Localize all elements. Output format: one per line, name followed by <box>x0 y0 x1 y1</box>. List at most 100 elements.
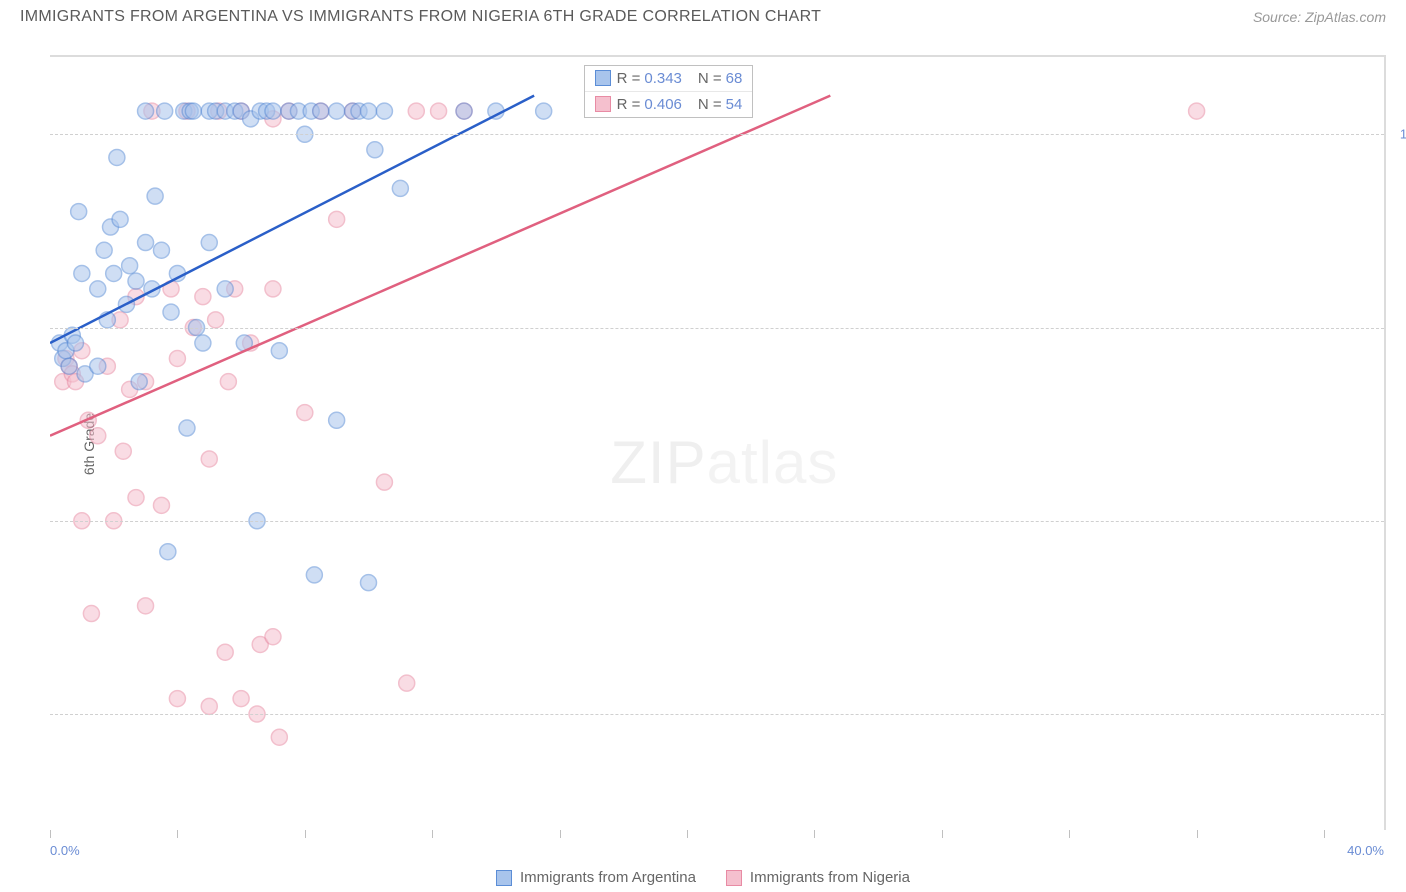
data-point <box>147 188 163 204</box>
data-point <box>329 103 345 119</box>
data-point <box>169 350 185 366</box>
data-point <box>361 575 377 591</box>
series-swatch <box>595 96 611 112</box>
legend-label: Immigrants from Argentina <box>520 869 696 886</box>
data-point <box>265 103 281 119</box>
data-point <box>399 675 415 691</box>
data-point <box>195 335 211 351</box>
data-point <box>392 180 408 196</box>
x-tick <box>687 830 688 838</box>
data-point <box>271 729 287 745</box>
data-point <box>179 420 195 436</box>
data-point <box>169 691 185 707</box>
data-point <box>185 103 201 119</box>
data-point <box>361 103 377 119</box>
x-tick-label: 0.0% <box>50 843 80 858</box>
data-point <box>122 258 138 274</box>
data-point <box>306 567 322 583</box>
data-point <box>233 691 249 707</box>
data-point <box>112 211 128 227</box>
data-point <box>201 451 217 467</box>
data-point <box>408 103 424 119</box>
data-point <box>329 211 345 227</box>
gridline-h <box>50 714 1384 715</box>
x-tick <box>1069 830 1070 838</box>
data-point <box>115 443 131 459</box>
correlation-row: R = 0.343 N = 68 <box>585 66 753 91</box>
legend-swatch <box>726 870 742 886</box>
data-point <box>96 242 112 258</box>
data-point <box>74 265 90 281</box>
gridline-h <box>50 134 1384 135</box>
x-tick <box>177 830 178 838</box>
gridline-h <box>50 521 1384 522</box>
x-tick <box>1324 830 1325 838</box>
data-point <box>536 103 552 119</box>
data-point <box>265 629 281 645</box>
data-point <box>367 142 383 158</box>
data-point <box>456 103 472 119</box>
y-tick-label: 97.5% <box>1394 320 1406 335</box>
data-point <box>297 405 313 421</box>
data-point <box>138 103 154 119</box>
source-label: Source: ZipAtlas.com <box>1253 9 1386 25</box>
data-point <box>217 281 233 297</box>
data-point <box>90 428 106 444</box>
corr-n: N = 68 <box>698 70 742 87</box>
plot-area: 6th Grade ZIPatlas R = 0.343N = 68R = 0.… <box>50 55 1386 830</box>
data-point <box>109 149 125 165</box>
correlation-row: R = 0.406 N = 54 <box>585 91 753 117</box>
legend-item: Immigrants from Nigeria <box>726 869 910 886</box>
data-point <box>195 289 211 305</box>
series-swatch <box>595 70 611 86</box>
data-point <box>376 474 392 490</box>
x-tick <box>432 830 433 838</box>
bottom-legend: Immigrants from Argentina Immigrants from… <box>0 869 1406 886</box>
data-point <box>90 358 106 374</box>
trend-line <box>50 96 830 436</box>
data-point <box>271 343 287 359</box>
legend-label: Immigrants from Nigeria <box>750 869 910 886</box>
corr-n: N = 54 <box>698 96 742 113</box>
data-point <box>138 235 154 251</box>
data-point <box>160 544 176 560</box>
correlation-legend: R = 0.343 N = 68 R = 0.406 N = 54 <box>584 65 754 118</box>
data-point <box>163 304 179 320</box>
gridline-h <box>50 328 1384 329</box>
legend-item: Immigrants from Argentina <box>496 869 696 886</box>
x-tick <box>814 830 815 838</box>
y-tick-label: 95.0% <box>1394 513 1406 528</box>
data-point <box>201 235 217 251</box>
data-point <box>220 374 236 390</box>
data-point <box>153 242 169 258</box>
corr-r: R = 0.343 <box>617 70 682 87</box>
data-point <box>265 281 281 297</box>
data-point <box>138 598 154 614</box>
data-point <box>201 698 217 714</box>
data-point <box>106 265 122 281</box>
data-point <box>153 497 169 513</box>
data-point <box>329 412 345 428</box>
data-point <box>157 103 173 119</box>
x-tick-label: 40.0% <box>1347 843 1384 858</box>
chart-title: IMMIGRANTS FROM ARGENTINA VS IMMIGRANTS … <box>20 8 821 26</box>
corr-r: R = 0.406 <box>617 96 682 113</box>
x-tick <box>305 830 306 838</box>
data-point <box>71 204 87 220</box>
x-tick <box>560 830 561 838</box>
data-point <box>128 273 144 289</box>
data-point <box>83 606 99 622</box>
y-tick-label: 92.5% <box>1394 707 1406 722</box>
data-point <box>67 335 83 351</box>
y-tick-label: 100.0% <box>1394 127 1406 142</box>
data-point <box>376 103 392 119</box>
data-point <box>1189 103 1205 119</box>
x-tick <box>50 830 51 838</box>
chart-header: IMMIGRANTS FROM ARGENTINA VS IMMIGRANTS … <box>0 0 1406 30</box>
x-tick <box>942 830 943 838</box>
data-point <box>217 644 233 660</box>
data-point <box>61 358 77 374</box>
data-point <box>90 281 106 297</box>
data-point <box>128 490 144 506</box>
data-point <box>208 312 224 328</box>
